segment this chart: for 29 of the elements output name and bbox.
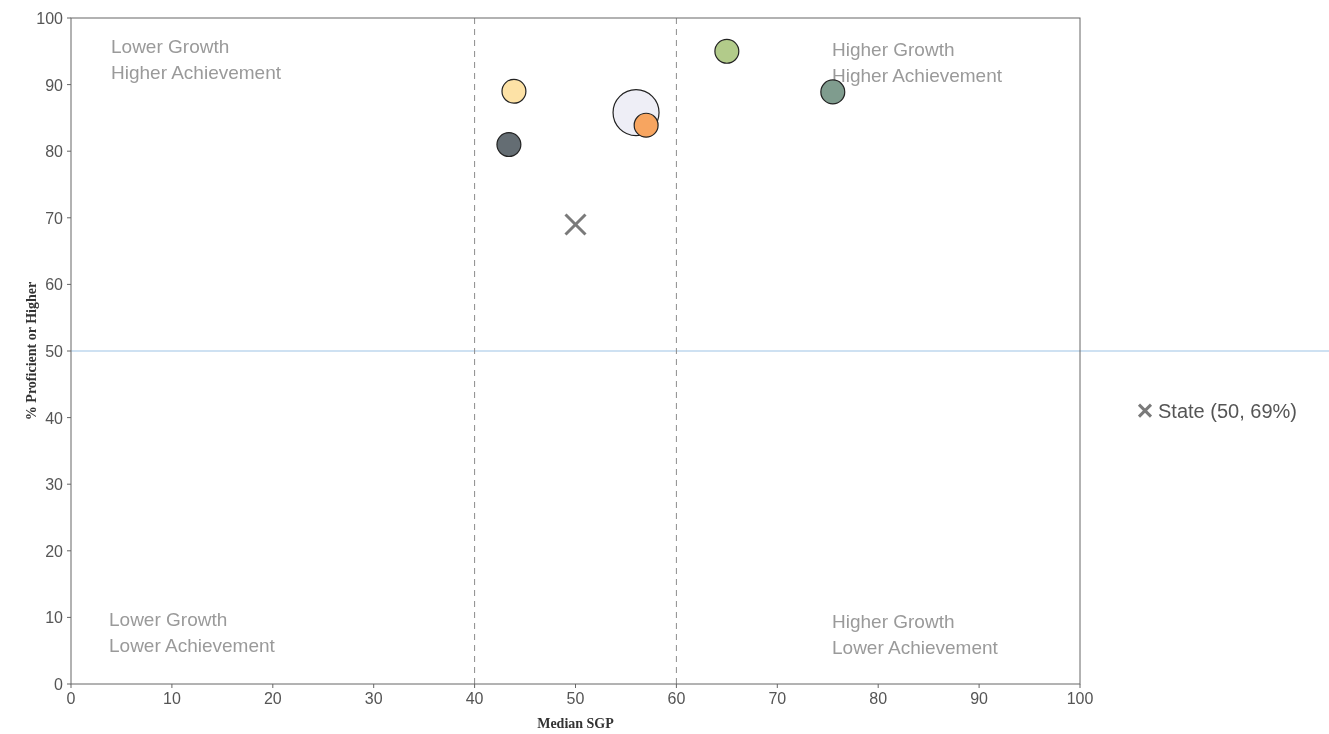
x-tick-label: 80 [869,690,888,707]
x-tick-label: 0 [66,690,76,707]
annotation: Higher Growth Higher Achievement [832,39,1003,86]
annotation: Lower Growth Higher Achievement [111,36,282,83]
y-tick-label: 40 [45,409,64,427]
y-axis-title: % Proficient or Higher [24,281,39,421]
y-tick-label: 100 [36,10,64,27]
y-tick-label: 60 [45,276,64,294]
y-tick-label: 50 [45,343,64,360]
annotation: Lower Growth Lower Achievement [109,609,276,656]
x-tick-label: 90 [970,690,989,707]
x-axis-title: Median SGP [537,716,615,731]
y-tick-label: 20 [45,542,64,560]
y-tick-label: 30 [45,476,64,494]
annotation: Higher Growth Lower Achievement [832,611,999,658]
y-tick-label: 70 [45,209,64,227]
x-tick-label: 100 [1066,690,1094,707]
x-tick-label: 60 [667,690,686,707]
x-tick-label: 30 [364,690,383,707]
x-tick-label: 40 [465,690,484,707]
x-tick-label: 20 [263,690,282,707]
x-tick-label: 10 [163,690,181,707]
y-tick-label: 10 [45,609,64,627]
x-tick-label: 50 [566,690,585,707]
x-tick-label: 70 [768,690,787,707]
y-tick-label: 0 [54,676,64,693]
legend-label: State (50, 69%) [1158,399,1297,422]
y-tick-label: 90 [45,76,64,94]
y-tick-label: 80 [45,143,64,161]
